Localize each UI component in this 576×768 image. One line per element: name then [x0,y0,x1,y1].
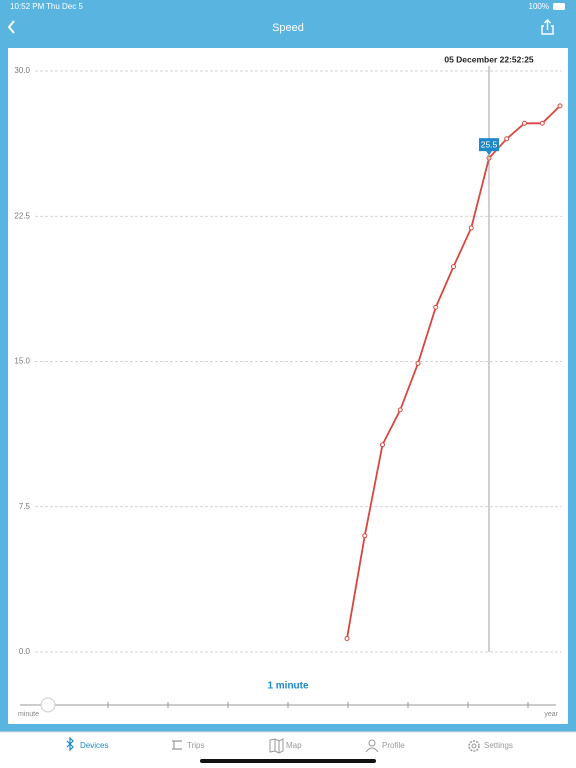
tooltip-pointer [486,151,492,156]
slider-min: minute [18,711,39,718]
y-tick-label: 0.0 [19,647,31,656]
tab-label: Profile [382,741,405,750]
tab-settings[interactable]: Settings [468,740,513,752]
tooltip-box [479,138,499,152]
data-point [539,120,545,126]
data-point [344,635,350,641]
data-point [557,103,563,109]
share-button[interactable] [541,19,554,35]
home-indicator [200,759,376,763]
tab-devices[interactable]: Devices [66,736,108,752]
back-button[interactable] [7,20,15,34]
data-point [380,442,385,448]
data-point [468,225,474,231]
tab-profile[interactable]: Profile [365,739,405,753]
battery-icon [553,3,565,10]
tooltip-value: 25.5 [481,139,498,149]
data-point [522,120,527,126]
data-point [504,136,510,142]
status-battery: 100% [529,2,549,11]
status-date: Thu Dec 5 [46,2,83,11]
status-time: 10:52 PM [10,2,45,11]
slider[interactable] [20,697,556,713]
data-point [451,264,456,270]
data-point [397,407,403,413]
data-point [415,360,421,366]
tab-label: Devices [80,741,108,750]
tab-label: Map [286,741,302,750]
nav-title: Speed [272,22,304,34]
y-tick-label: 7.5 [19,502,31,511]
data-point [433,304,439,310]
chart-card [8,48,568,724]
tab-label: Trips [187,741,204,750]
tab-map[interactable]: Map [269,738,302,754]
slider-max: year [544,711,558,718]
slider-value: 1 minute [267,681,309,692]
crosshair-label: 05 December 22:52:25 [444,54,534,64]
y-tick-label: 30.0 [14,66,30,75]
tab-label: Settings [484,741,513,750]
tab-trips[interactable]: Trips [172,740,204,750]
plot: 0.0 7.5 15.0 22.5 30.0 05 December 22:52:25 25… [14,54,563,656]
data-point [362,533,368,539]
y-tick-label: 15.0 [14,357,30,366]
y-tick-label: 22.5 [14,211,30,220]
